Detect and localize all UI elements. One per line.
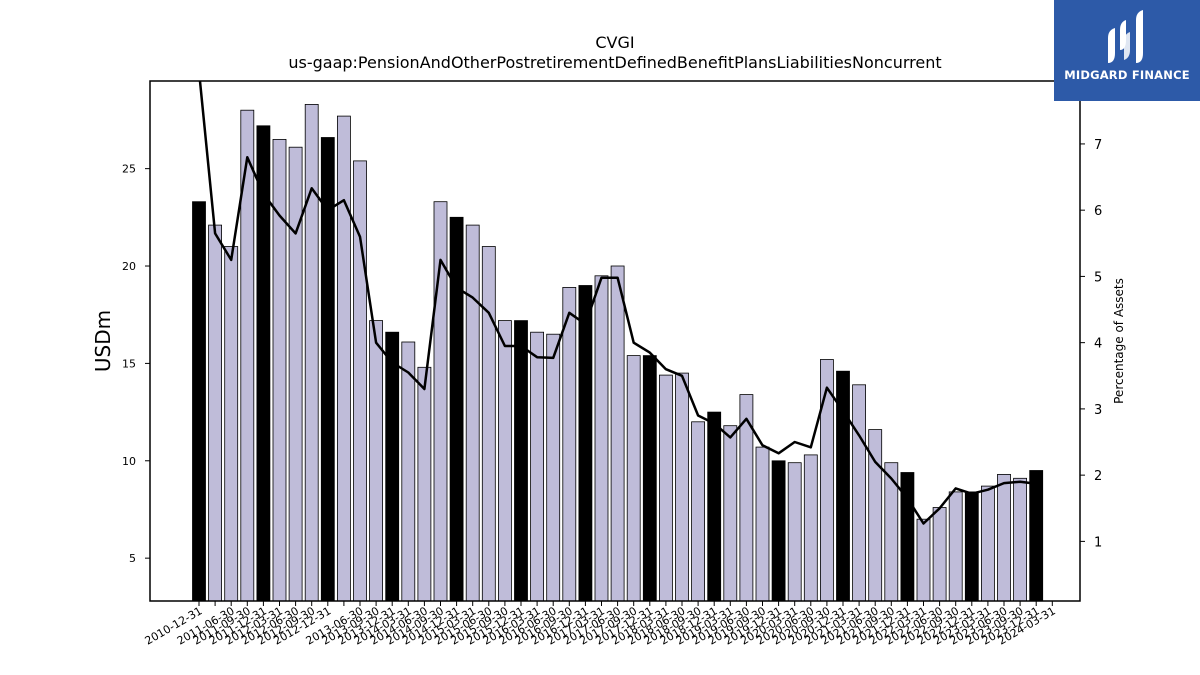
bar — [755, 446, 770, 602]
bar-series — [192, 104, 1044, 602]
bar — [1013, 477, 1027, 602]
bar — [610, 265, 625, 602]
y-tick-label: 10 — [122, 455, 136, 468]
bar — [964, 491, 979, 602]
y2-tick-label: 6 — [1094, 204, 1102, 219]
bar — [497, 320, 512, 602]
bar — [385, 331, 400, 602]
chart-subtitle: us-gaap:PensionAndOtherPostretirementDef… — [288, 53, 941, 72]
bar — [932, 507, 947, 602]
y-tick-label: 15 — [122, 357, 136, 370]
bar — [288, 146, 303, 602]
bar — [465, 224, 480, 602]
bar — [208, 224, 223, 602]
y-axis-left: 5 10 15 20 25 — [122, 163, 150, 565]
bar — [916, 518, 931, 602]
y2-tick-label: 1 — [1094, 535, 1102, 550]
bar — [481, 246, 496, 602]
y-tick-label: 25 — [122, 163, 136, 176]
bar — [691, 421, 705, 602]
bar — [530, 331, 544, 602]
bar — [417, 366, 432, 602]
bar — [401, 341, 416, 602]
bar — [852, 384, 866, 602]
y-axis-right: 1 2 3 4 5 6 7 — [1080, 138, 1102, 550]
y-tick-label: 20 — [122, 260, 136, 273]
brand-logo: MIDGARD FINANCE — [1054, 0, 1200, 101]
bar — [642, 355, 657, 602]
bar — [514, 320, 528, 602]
bar — [192, 201, 206, 602]
bar — [981, 485, 995, 602]
bar — [594, 275, 609, 602]
bar — [771, 460, 786, 602]
y2-tick-label: 5 — [1094, 270, 1102, 285]
y2-tick-label: 4 — [1094, 337, 1102, 352]
bar — [675, 372, 689, 602]
bar — [546, 333, 561, 602]
bar — [578, 285, 593, 602]
bar — [659, 374, 673, 602]
plot-frame — [149, 80, 1081, 602]
y2-tick-label: 3 — [1094, 403, 1102, 418]
bar — [256, 125, 271, 602]
y2-axis-label: Percentage of Assets — [1112, 278, 1126, 404]
bar — [803, 454, 818, 602]
bar — [707, 411, 722, 602]
bar — [626, 355, 641, 602]
brand-logo-text: MIDGARD FINANCE — [1064, 68, 1190, 82]
series-line — [198, 81, 1037, 525]
bar — [304, 104, 319, 602]
chart-title: CVGI — [595, 33, 634, 52]
bar — [723, 425, 738, 602]
x-axis: 2010-12-312011-06-302011-09-302011-12-31… — [143, 601, 1058, 648]
line-series — [198, 81, 1037, 525]
y2-tick-label: 7 — [1094, 138, 1102, 153]
bar — [224, 246, 239, 602]
bar — [449, 216, 464, 602]
bar — [336, 115, 351, 602]
bar — [948, 491, 963, 602]
bar — [369, 320, 384, 602]
brand-logo-mark-icon — [1108, 10, 1143, 63]
y-axis-label: USDm — [91, 310, 115, 372]
bar — [787, 462, 802, 602]
bar — [997, 473, 1011, 602]
y-tick-label: 5 — [129, 552, 136, 565]
y2-tick-label: 2 — [1094, 469, 1102, 484]
bar — [562, 286, 577, 602]
bar — [1029, 470, 1044, 602]
